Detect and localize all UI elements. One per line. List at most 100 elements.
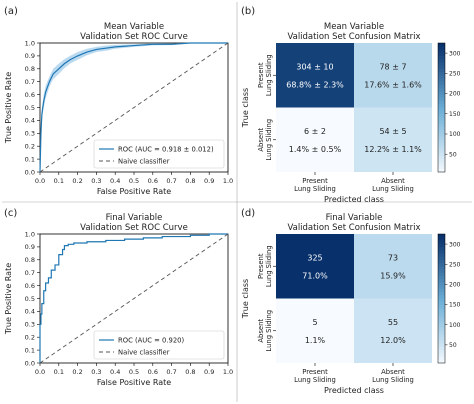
x-tick-label: 0.0 — [35, 368, 45, 376]
colorbar-segment — [438, 110, 445, 115]
panel-label-a: (a) — [4, 6, 18, 17]
cell-count: 5 — [312, 318, 317, 327]
x-tick-label: 0.6 — [148, 177, 158, 185]
roc-curve-line — [39, 42, 228, 173]
matrix-cell — [354, 43, 432, 108]
x-tick-label: 0.0 — [35, 177, 45, 185]
x-axis-label: Predicted class — [324, 195, 384, 204]
x-category-line: Lung Sliding — [294, 376, 336, 384]
legend-entry: Naive classifier — [118, 349, 170, 357]
colorbar-segment — [438, 259, 445, 264]
y-category-line: Lung Sliding — [265, 245, 273, 287]
colorbar-tick-label: 200 — [449, 282, 461, 289]
y-tick-label: 0.3 — [25, 130, 35, 138]
colorbar-segment — [438, 117, 445, 121]
colorbar-segment — [438, 246, 445, 251]
y-tick-label: 0.1 — [25, 346, 35, 354]
y-tick-label: 0.5 — [25, 295, 35, 303]
colorbar-segment — [438, 253, 445, 258]
colorbar-segment — [438, 234, 445, 238]
colorbar-segment — [438, 43, 445, 47]
y-axis-label: True Positive Rate — [4, 263, 13, 335]
chart-title: Mean Variable — [324, 22, 384, 32]
cell-percent: 1.1% — [305, 336, 326, 345]
colorbar-segment — [438, 330, 445, 335]
x-category-label: Absent Lung Sliding — [372, 177, 414, 193]
x-category-line: Lung Sliding — [294, 185, 336, 193]
y-tick-label: 0.9 — [25, 243, 35, 251]
y-tick-label: 0.4 — [25, 117, 35, 125]
panel-label-d: (d) — [241, 208, 255, 219]
x-tick-label: 0.4 — [110, 368, 120, 376]
colorbar-segment — [438, 97, 445, 102]
colorbar-segment — [438, 263, 445, 267]
colorbar-segment — [438, 165, 445, 170]
colorbar-segment — [438, 314, 445, 319]
x-tick-label: 0.6 — [148, 368, 158, 376]
y-tick-label: 0.6 — [25, 282, 35, 290]
colorbar-segment — [438, 84, 445, 89]
colorbar-segment — [438, 94, 445, 99]
panel-label-c: (c) — [4, 208, 17, 219]
x-tick-label: 0.5 — [129, 177, 139, 185]
y-category-label: PresentLung Sliding — [257, 245, 273, 287]
colorbar-segment — [438, 308, 445, 312]
colorbar-segment — [438, 275, 445, 280]
colorbar-segment — [438, 75, 445, 79]
legend-box — [93, 330, 225, 360]
colorbar-segment — [438, 285, 445, 290]
colorbar-segment — [438, 295, 445, 299]
colorbar-tick-label: 200 — [449, 91, 461, 98]
y-category-label: PresentLung Sliding — [257, 54, 273, 96]
cell-count: 6 ± 2 — [304, 127, 326, 136]
colorbar-segment — [438, 327, 445, 332]
colorbar-tick-label: 50 — [449, 342, 457, 349]
colorbar-segment — [438, 288, 445, 293]
colorbar-tick-label: 300 — [449, 50, 461, 57]
colorbar-segment — [438, 59, 445, 63]
cell-percent: 68.8% ± 2.3% — [286, 80, 344, 89]
colorbar-segment — [438, 237, 445, 241]
y-tick-label: 0.9 — [25, 52, 35, 60]
y-tick-label: 1.0 — [25, 230, 35, 238]
y-category-line: Lung Sliding — [265, 54, 273, 96]
colorbar-segment — [438, 142, 445, 147]
colorbar-segment — [438, 346, 445, 351]
cell-count: 78 ± 7 — [379, 62, 406, 71]
y-tick-label: 0.2 — [25, 143, 35, 151]
legend-entry: ROC (AUC = 0.918 ± 0.012) — [118, 146, 214, 154]
y-tick-label: 0.5 — [25, 104, 35, 112]
colorbar-tick-label: 300 — [449, 241, 461, 248]
y-category-line: Lung Sliding — [265, 310, 273, 352]
matrix-cell — [276, 298, 354, 363]
legend-entry: ROC (AUC = 0.920) — [118, 337, 184, 345]
colorbar-segment — [438, 113, 445, 118]
colorbar-segment — [438, 68, 445, 73]
colorbar-segment — [438, 240, 445, 245]
matrix-cell — [276, 43, 354, 108]
x-tick-label: 0.9 — [204, 368, 214, 376]
cell-count: 73 — [388, 253, 398, 262]
x-axis-label: False Positive Rate — [97, 187, 171, 196]
y-axis-label: True class — [241, 279, 250, 319]
colorbar-segment — [438, 359, 445, 364]
colorbar-segment — [438, 256, 445, 261]
y-category-label: AbsentLung Sliding — [257, 119, 273, 161]
x-tick-label: 0.8 — [185, 368, 195, 376]
cell-count: 304 ± 10 — [296, 62, 333, 71]
chart-subtitle: Validation Set Confusion Matrix — [287, 32, 420, 42]
y-tick-label: 0.4 — [25, 308, 35, 316]
colorbar-segment — [438, 324, 445, 329]
colorbar-segment — [438, 149, 445, 154]
colorbar-segment — [438, 62, 445, 67]
y-tick-label: 0.2 — [25, 334, 35, 342]
colorbar-segment — [438, 159, 445, 163]
x-tick-label: 0.2 — [72, 177, 82, 185]
colorbar-segment — [438, 282, 445, 287]
matrix-cell — [354, 107, 432, 172]
y-tick-label: 0.1 — [25, 155, 35, 163]
colorbar-frame — [437, 42, 446, 173]
colorbar-tick-label: 150 — [449, 111, 461, 118]
